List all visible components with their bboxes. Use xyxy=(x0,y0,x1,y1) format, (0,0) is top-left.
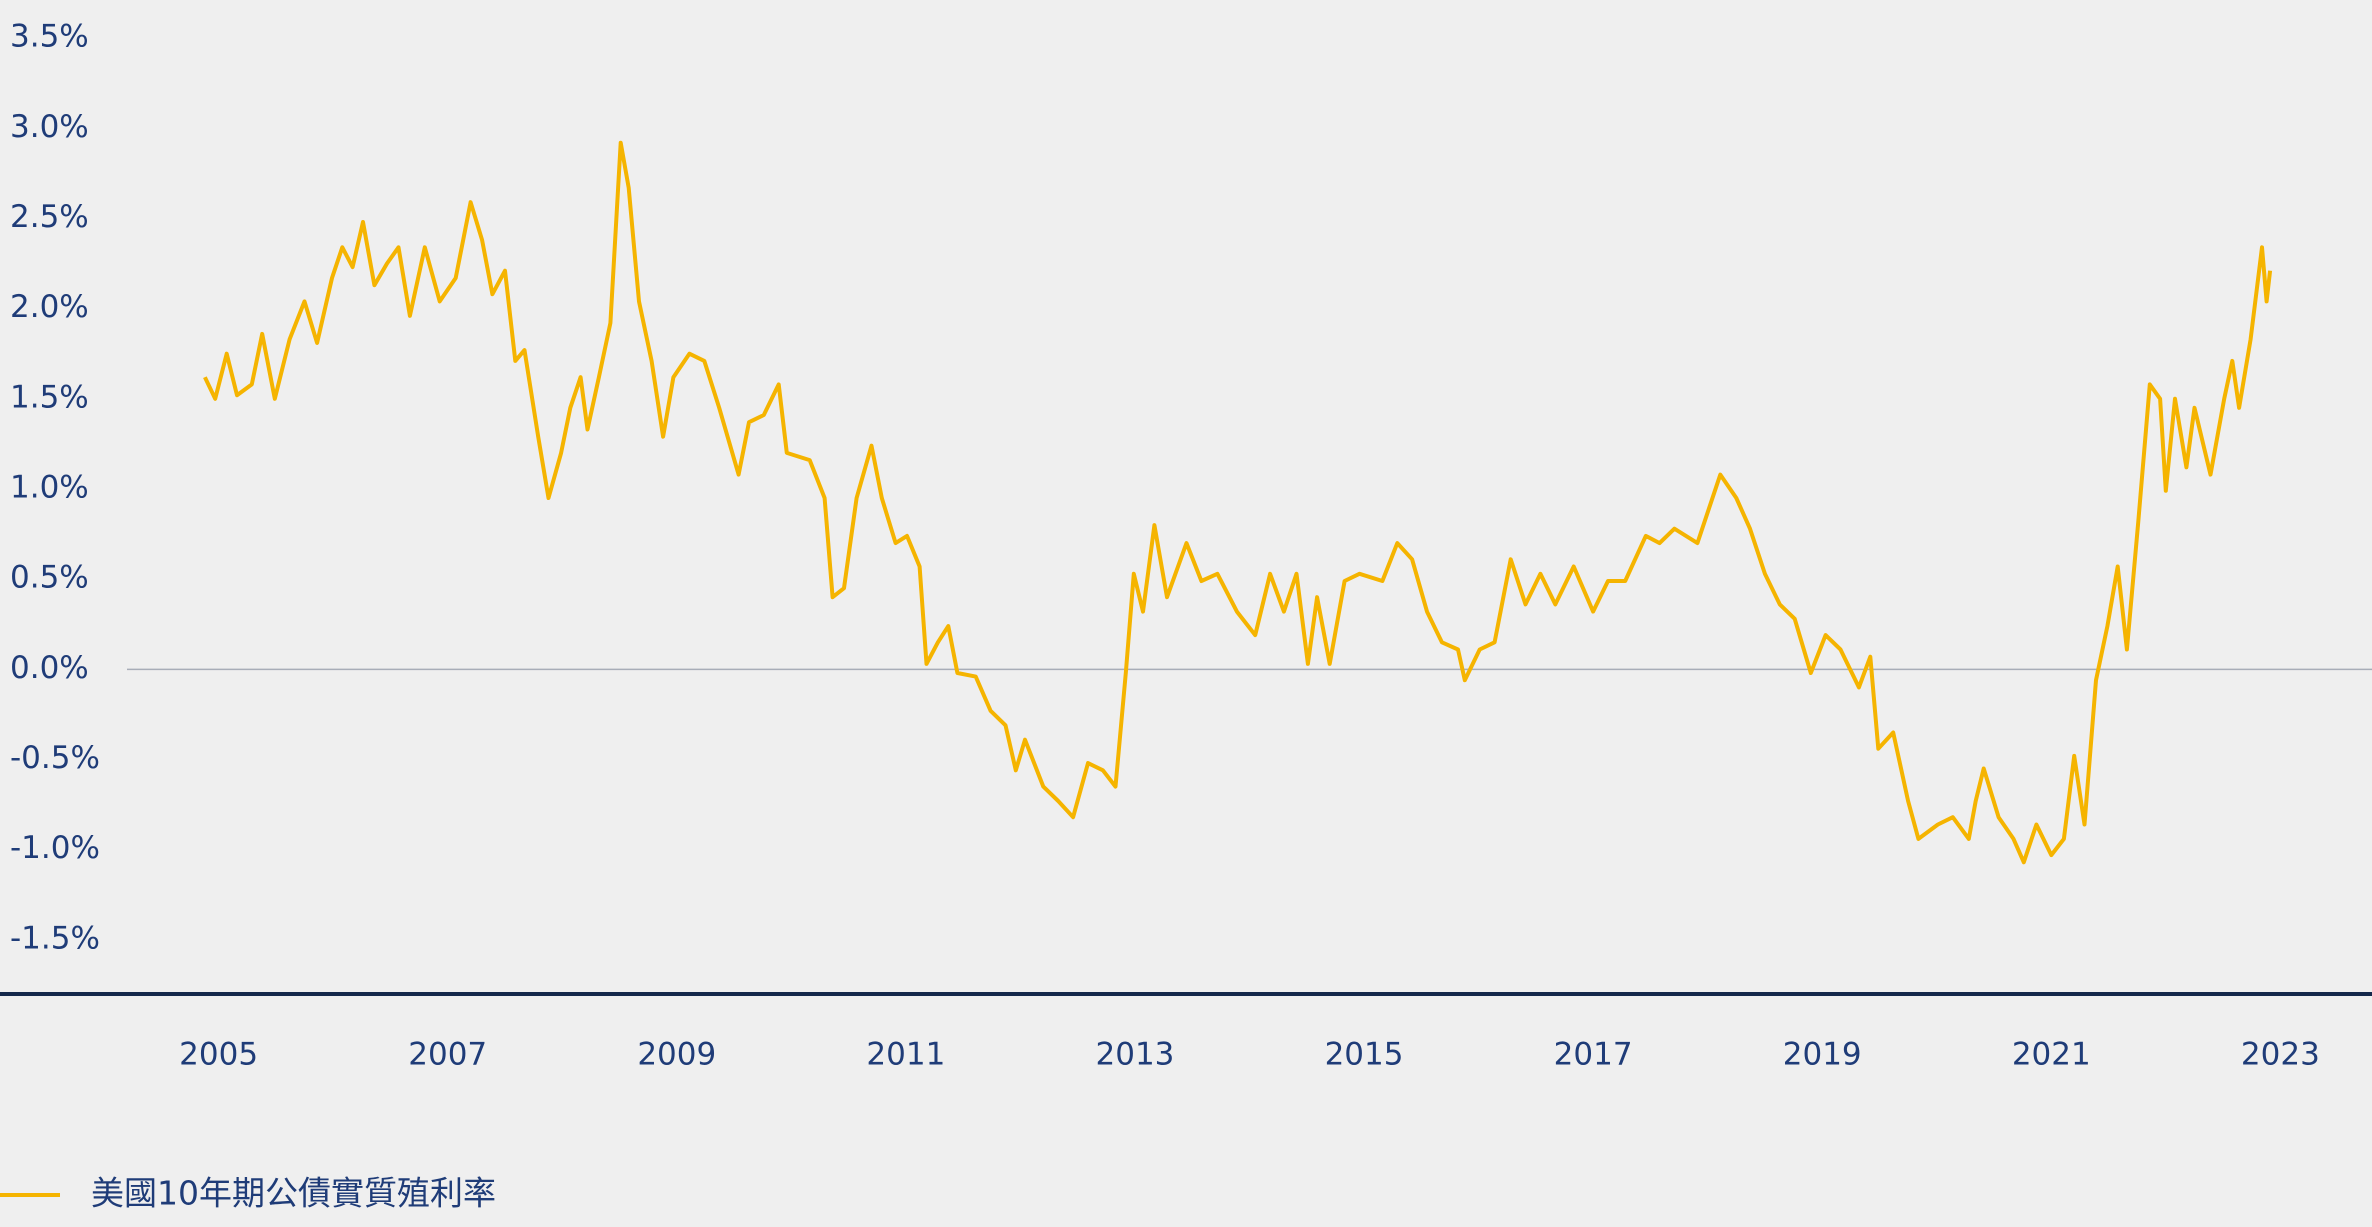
y-tick-label: 0.5% xyxy=(10,560,89,596)
x-tick-label: 2015 xyxy=(1325,1037,1404,1073)
x-tick-label: 2011 xyxy=(866,1037,945,1073)
y-tick-label: 1.0% xyxy=(10,469,89,505)
x-tick-label: 2005 xyxy=(179,1037,258,1073)
x-tick-label: 2007 xyxy=(408,1037,487,1073)
y-tick-label: 3.5% xyxy=(10,19,89,55)
y-tick-label: 2.5% xyxy=(10,199,89,235)
y-tick-label: 3.0% xyxy=(10,109,89,145)
x-tick-label: 2021 xyxy=(2012,1037,2091,1073)
x-tick-label: 2013 xyxy=(1096,1037,1175,1073)
y-tick-label: 1.5% xyxy=(10,379,89,415)
y-tick-label: 0.0% xyxy=(10,650,89,686)
y-tick-label: -1.0% xyxy=(10,830,100,866)
legend-label: 美國10年期公債實質殖利率 xyxy=(91,1174,496,1213)
x-tick-label: 2023 xyxy=(2241,1037,2320,1073)
y-tick-label: 2.0% xyxy=(10,289,89,325)
data-line xyxy=(203,140,2273,865)
x-tick-label: 2017 xyxy=(1554,1037,1633,1073)
x-tick-label: 2009 xyxy=(637,1037,716,1073)
y-tick-label: -0.5% xyxy=(10,740,100,776)
x-tick-label: 2019 xyxy=(1783,1037,1862,1073)
y-tick-label: -1.5% xyxy=(10,920,100,956)
